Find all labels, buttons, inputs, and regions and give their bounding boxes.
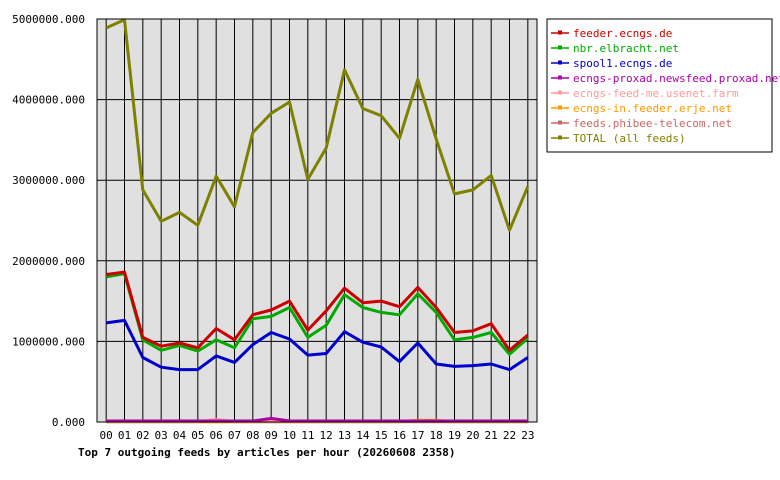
x-tick-label: 12 [320,429,333,442]
x-tick-label: 09 [265,429,278,442]
series-line [105,318,529,372]
y-tick-label: 4000000.000 [12,94,85,107]
x-tick-label: 07 [228,429,241,442]
series-line [106,270,529,352]
series-line [106,416,528,423]
x-tick-label: 20 [466,429,479,442]
x-tick-label: 11 [301,429,314,442]
x-tick-label: 19 [448,429,461,442]
legend: feeder.ecngs.de nbr.elbracht.net spool1.ec… [551,27,780,145]
x-tick-label: 22 [503,429,516,442]
x-tick-label: 18 [430,429,443,442]
legend-label: nbr.elbracht.net [573,42,679,55]
x-tick-label: 15 [375,429,388,442]
legend-label: ecngs-in.feeder.erje.net [573,102,732,115]
legend-swatch-marker [558,45,562,50]
y-tick-label: 0.000 [52,416,85,429]
x-tick-label: 08 [246,429,259,442]
y-tick-label: 2000000.000 [12,255,85,268]
grid-lines [97,18,537,423]
x-axis-tick-labels: 00 01 02 03 04 05 06 07 08 09 10 11 12 13 14 15 16 17 18 19… [100,429,535,442]
legend-label: ecngs-proxad.newsfeed.proxad.net [573,72,780,85]
legend-swatch-marker [558,135,562,140]
x-tick-label: 05 [191,429,204,442]
legend-swatch-marker [558,120,562,125]
legend-label: feeder.ecngs.de [573,27,672,40]
plot-frame [96,18,538,423]
series-line [105,18,530,232]
x-tick-label: 16 [393,429,406,442]
legend-swatch-marker [558,30,562,35]
x-tick-label: 21 [485,429,498,442]
y-tick-label: 5000000.000 [12,13,85,26]
x-tick-label: 14 [356,429,370,442]
x-tick-label: 00 [100,429,113,442]
legend-label: spool1.ecngs.de [573,57,672,70]
x-tick-label: 13 [338,429,351,442]
legend-swatch-marker [558,75,562,80]
y-tick-label: 3000000.000 [12,174,85,187]
x-tick-label: 23 [521,429,534,442]
legend-swatch-marker [558,60,562,65]
legend-swatch-marker [558,90,562,95]
legend-label: TOTAL (all feeds) [573,132,686,145]
legend-label: feeds.phibee-telecom.net [573,117,732,130]
chart-title: Top 7 outgoing feeds by articles per hou… [78,446,456,459]
x-tick-label: 10 [283,429,296,442]
x-tick-label: 04 [173,429,187,442]
series-line [105,272,529,356]
legend-label: ecngs-feed-me.usenet.farm [573,87,739,100]
y-tick-label: 1000000.000 [12,335,85,348]
x-tick-label: 02 [136,429,149,442]
x-tick-label: 06 [210,429,223,442]
legend-swatch-marker [558,105,562,110]
x-tick-label: 03 [155,429,168,442]
legend-box [546,18,773,153]
y-axis-tick-labels: 0.000 1000000.000 2000000.000 3000000.000 40… [12,13,85,429]
x-tick-label: 01 [118,429,131,442]
x-tick-label: 17 [411,429,424,442]
